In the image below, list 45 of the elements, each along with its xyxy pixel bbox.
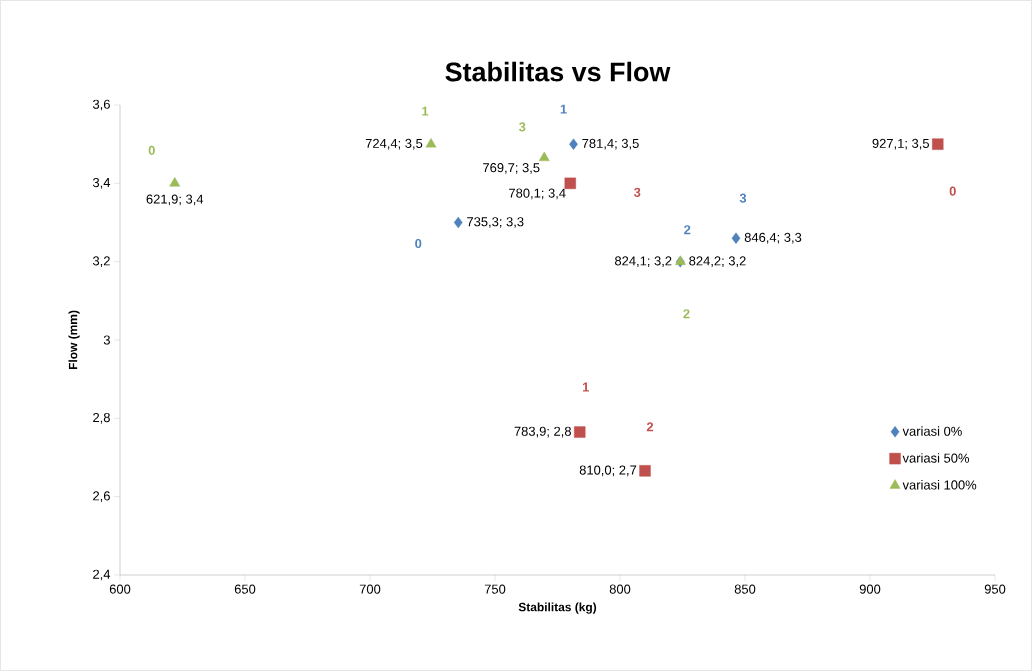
legend-label: variasi 0%: [902, 426, 962, 436]
annotation: 0: [148, 145, 155, 155]
annotation: 3: [518, 122, 526, 132]
annotation: 1: [582, 382, 589, 392]
x-tick-label: 700: [359, 584, 381, 594]
annotation: 3: [739, 193, 747, 203]
x-tick-label: 850: [734, 584, 756, 594]
x-tick-label: 800: [609, 584, 631, 594]
data-label: 621,9; 3,4: [146, 194, 204, 206]
annotation: 0: [949, 186, 956, 196]
annotation: 0: [415, 238, 422, 249]
annotation: 1: [560, 104, 567, 114]
annotation: 2: [646, 422, 654, 432]
data-label: 824,1; 3,2: [615, 256, 672, 268]
data-label: 769,7; 3,5: [483, 163, 540, 174]
y-tick-label: 3,6: [92, 99, 110, 111]
y-tick-label: 2,4: [93, 569, 111, 581]
annotation: 3: [633, 187, 641, 197]
data-label: 846,4; 3,3: [744, 232, 802, 244]
legend-label: variasi 50%: [902, 453, 970, 463]
x-tick-label: 900: [859, 584, 881, 594]
x-tick-label: 650: [234, 584, 256, 594]
chart-title: Stabilitas vs Flow: [445, 61, 671, 82]
annotation: 2: [683, 309, 690, 319]
x-tick-label: 750: [484, 584, 506, 594]
y-tick-label: 3: [103, 335, 110, 345]
annotation: 2: [684, 225, 691, 235]
x-tick-label: 600: [109, 584, 131, 594]
data-label: 810,0; 2,7: [579, 465, 637, 477]
data-label: 724,4; 3,5: [365, 138, 423, 150]
data-label: 780,1; 3,4: [509, 188, 566, 200]
y-tick-label: 3,2: [92, 256, 110, 268]
y-tick-label: 2,8: [93, 412, 110, 424]
data-label: 735,3; 3,3: [467, 217, 524, 228]
x-axis-title: Stabilitas (kg): [518, 602, 597, 614]
x-tick-label: 950: [984, 584, 1006, 594]
data-label: 783,9; 2,8: [514, 426, 571, 438]
annotation: 1: [422, 106, 429, 116]
y-tick-label: 3,4: [92, 177, 111, 189]
y-axis-title: Flow (mm): [68, 310, 80, 370]
data-label: 824,2; 3,2: [689, 256, 746, 268]
legend-label: variasi 100%: [902, 480, 977, 490]
y-tick-label: 2,6: [93, 491, 110, 503]
data-label: 781,4; 3,5: [582, 138, 639, 150]
data-label: 927,1; 3,5: [872, 138, 929, 150]
